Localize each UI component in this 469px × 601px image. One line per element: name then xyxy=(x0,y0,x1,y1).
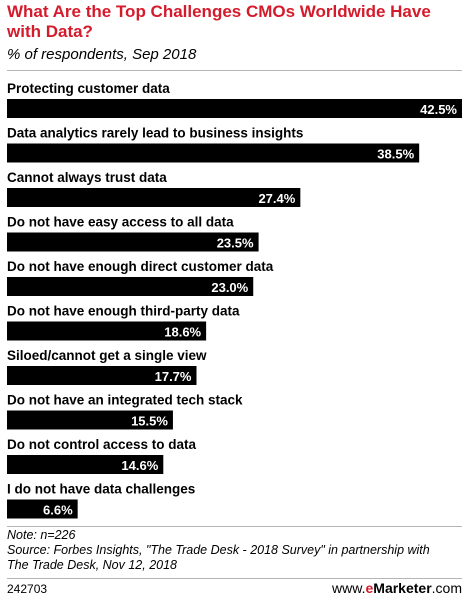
chart-id: 242703 xyxy=(7,582,48,596)
value-label-do-not-have-easy-access-to-all-data: 23.5% xyxy=(217,236,254,251)
value-label-i-do-not-have-data-challenges: 6.6% xyxy=(43,503,73,518)
chart-notes: Note: n=226 Source: Forbes Insights, "Th… xyxy=(7,528,462,573)
bar-cannot-always-trust-data xyxy=(7,188,301,207)
category-label-do-not-have-an-integrated-tech-stack: Do not have an integrated tech stack xyxy=(7,393,243,408)
bar-siloed-cannot-get-a-single-view xyxy=(7,366,197,385)
category-label-do-not-have-easy-access-to-all-data: Do not have easy access to all data xyxy=(7,215,234,230)
bar-data-analytics-rarely-lead-to-business-insights xyxy=(7,143,420,163)
value-label-data-analytics-rarely-lead-to-business-insights: 38.5% xyxy=(377,147,414,162)
top-divider xyxy=(7,70,462,71)
category-label-do-not-have-enough-direct-customer-data: Do not have enough direct customer data xyxy=(7,259,274,274)
value-label-do-not-have-an-integrated-tech-stack: 15.5% xyxy=(131,414,168,429)
bar-do-not-have-enough-direct-customer-data xyxy=(7,277,254,296)
value-label-do-not-have-enough-direct-customer-data: 23.0% xyxy=(211,280,248,295)
value-label-protecting-customer-data: 42.5% xyxy=(420,102,457,117)
footer-divider xyxy=(7,578,462,579)
value-label-siloed-cannot-get-a-single-view: 17.7% xyxy=(155,369,192,384)
category-label-protecting-customer-data: Protecting customer data xyxy=(7,81,170,96)
category-label-data-analytics-rarely-lead-to-business-insights: Data analytics rarely lead to business i… xyxy=(7,126,303,141)
logo-brand-rest: Marketer xyxy=(373,580,432,596)
category-label-cannot-always-trust-data: Cannot always trust data xyxy=(7,170,167,185)
bar-do-not-have-an-integrated-tech-stack xyxy=(7,410,173,430)
source-line-2: The Trade Desk, Nov 12, 2018 xyxy=(7,558,177,572)
bar-do-not-have-enough-third-party-data xyxy=(7,321,207,341)
logo-prefix: www. xyxy=(332,580,366,596)
emarketer-logo[interactable]: www.eMarketer.com xyxy=(332,580,462,596)
bar-chart: Protecting customer data 42.5% Data analyt… xyxy=(7,81,462,519)
logo-suffix: .com xyxy=(431,580,462,596)
category-label-siloed-cannot-get-a-single-view: Siloed/cannot get a single view xyxy=(7,348,207,363)
chart-subtitle: % of respondents, Sep 2018 xyxy=(7,46,197,63)
bar-do-not-have-easy-access-to-all-data xyxy=(7,232,259,252)
logo-brand: eMarketer xyxy=(365,580,432,596)
value-label-do-not-control-access-to-data: 14.6% xyxy=(121,458,158,473)
category-label-do-not-control-access-to-data: Do not control access to data xyxy=(7,437,197,452)
category-label-do-not-have-enough-third-party-data: Do not have enough third-party data xyxy=(7,304,240,319)
value-label-cannot-always-trust-data: 27.4% xyxy=(258,191,295,206)
bottom-divider xyxy=(7,526,462,527)
bar-do-not-control-access-to-data xyxy=(7,455,164,474)
bar-i-do-not-have-data-challenges xyxy=(7,499,78,519)
source-line-1: Source: Forbes Insights, "The Trade Desk… xyxy=(7,543,430,557)
bar-protecting-customer-data xyxy=(7,99,462,118)
category-label-i-do-not-have-data-challenges: I do not have data challenges xyxy=(7,482,195,497)
chart-title: What Are the Top Challenges CMOs Worldwi… xyxy=(7,2,431,41)
value-label-do-not-have-enough-third-party-data: 18.6% xyxy=(164,325,201,340)
sample-note: Note: n=226 xyxy=(7,528,76,542)
